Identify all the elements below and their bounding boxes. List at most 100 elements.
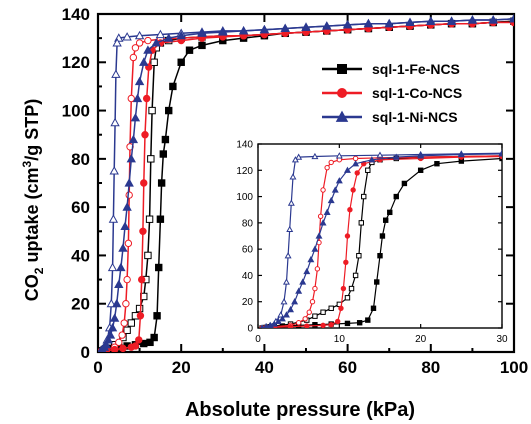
main-y-tick-label: 140 [62, 5, 90, 24]
main-sql-1-ni-ncs-adsorption-point-38 [467, 15, 478, 24]
inset-sql-1-co-ncs-adsorption-point-12 [350, 187, 356, 193]
main-sql-1-ni-ncs-desorption-point-18 [134, 30, 145, 40]
main-sql-1-ni-ncs-adsorption-point-13 [122, 202, 132, 211]
x-axis-label: Absolute pressure (kPa) [185, 399, 415, 421]
inset-sql-1-ni-ncs-desorption-point-6 [295, 153, 303, 160]
inset-sql-1-fe-ncs-adsorption-point-18 [434, 161, 440, 167]
inset-sql-1-ni-ncs-adsorption-point-15 [319, 219, 327, 226]
inset-sql-1-co-ncs-desorption-point-14 [306, 309, 312, 315]
inset-sql-1-co-ncs-desorption-point-15 [302, 316, 308, 322]
main-sql-1-ni-ncs-adsorption-point-16 [128, 134, 139, 144]
inset-y-tick-label: 40 [242, 271, 254, 282]
inset-x-tick-label: 20 [415, 334, 427, 345]
main-sql-1-fe-ncs-desorption-point-29 [127, 319, 135, 327]
inset-sql-1-ni-ncs-desorption-point-3 [376, 151, 384, 158]
inset-sql-1-ni-ncs-adsorption-point-14 [315, 232, 323, 239]
main-sql-1-ni-ncs-adsorption-point-37 [446, 16, 457, 25]
inset-sql-1-fe-ncs-desorption-point-6 [365, 167, 371, 173]
main-sql-1-co-ncs-adsorption-point-7 [136, 312, 145, 320]
main-sql-1-fe-ncs-desorption-point-24 [144, 251, 152, 260]
inset-sql-1-co-ncs-adsorption-point-2 [287, 323, 294, 328]
main-sql-1-co-ncs-desorption-point-24 [125, 191, 133, 199]
main-sql-1-fe-ncs-adsorption-point-8 [150, 333, 158, 342]
main-sql-1-ni-ncs-adsorption-point-8 [112, 298, 122, 308]
main-sql-1-co-ncs-adsorption-point-10 [140, 179, 148, 187]
main-x-tick-label: 20 [172, 358, 191, 377]
main-sql-1-co-ncs-adsorption-point-5 [131, 342, 140, 350]
inset-x-tick-label: 10 [334, 334, 346, 345]
main-sql-1-ni-ncs-adsorption-point-18 [132, 93, 143, 103]
legend-label: sql-1-Ni-NCS [372, 109, 458, 125]
inset-y-tick-label: 80 [242, 218, 254, 229]
main-sql-1-ni-ncs-adsorption-point-15 [126, 153, 136, 163]
inset-sql-1-fe-ncs-adsorption-point-12 [379, 233, 386, 239]
legend-item-sql-1-co-ncs: sql-1-Co-NCS [322, 85, 462, 101]
inset-sql-1-ni-ncs-desorption-point-10 [286, 225, 294, 233]
inset-sql-1-co-ncs-desorption-point-16 [295, 320, 302, 326]
main-sql-1-co-ncs-adsorption-point-8 [137, 275, 146, 284]
inset-sql-1-ni-ncs-desorption-point-8 [289, 173, 297, 180]
inset-sql-1-co-ncs-desorption-point-7 [324, 164, 330, 171]
main-x-tick-label: 40 [255, 358, 274, 377]
main-sql-1-ni-ncs-adsorption-point-21 [143, 45, 153, 54]
inset-sql-1-fe-ncs-desorption-point-8 [358, 220, 364, 226]
main-sql-1-co-ncs-adsorption-point-12 [142, 94, 151, 103]
inset-sql-1-fe-ncs-desorption-point-14 [328, 305, 334, 311]
main-sql-1-ni-ncs-adsorption-point-7 [109, 313, 120, 322]
main-sql-1-fe-ncs-desorption-point-22 [147, 155, 155, 163]
inset-sql-1-fe-ncs-adsorption-point-4 [312, 322, 318, 328]
inset-sql-1-co-ncs-adsorption-point-4 [320, 322, 326, 328]
inset-sql-1-ni-ncs-desorption-point-7 [291, 156, 299, 163]
inset-sql-1-fe-ncs-adsorption-point-16 [401, 180, 408, 187]
main-sql-1-co-ncs-desorption-point-19 [135, 39, 144, 47]
main-sql-1-ni-ncs-adsorption-point-9 [114, 279, 124, 288]
inset-plot-area: 0 10 20 30 0 20 40 60 80 100 120 140 [236, 140, 508, 346]
main-sql-1-fe-ncs-adsorption-point-14 [161, 135, 170, 144]
inset-sql-1-fe-ncs-desorption-point-12 [344, 295, 351, 301]
main-x-tick-label: 0 [93, 358, 102, 377]
main-y-tick-label: 100 [62, 102, 90, 121]
inset-sql-1-co-ncs-adsorption-point-9 [343, 259, 349, 265]
inset-sql-1-ni-ncs-adsorption-point-11 [303, 267, 311, 275]
inset-sql-1-ni-ncs-adsorption-point-23 [392, 153, 400, 160]
inset-y-tick-label: 140 [236, 140, 253, 151]
main-sql-1-ni-ncs-desorption-point-19 [122, 32, 132, 41]
main-x-tick-label: 60 [338, 358, 357, 377]
main-x-tick-label: 80 [421, 358, 440, 377]
inset-sql-1-ni-ncs-adsorption-point-22 [368, 156, 376, 163]
main-sql-1-ni-ncs-desorption-point-25 [108, 214, 119, 223]
legend-marker-point-0 [337, 64, 347, 74]
inset-sql-1-ni-ncs-adsorption-point-18 [331, 186, 339, 193]
inset-sql-1-co-ncs-adsorption-point-7 [338, 305, 344, 311]
main-sql-1-fe-ncs-adsorption-point-7 [146, 338, 154, 347]
main-sql-1-ni-ncs-desorption-point-17 [155, 29, 166, 39]
inset-sql-1-fe-ncs-adsorption-point-9 [370, 305, 377, 311]
main-y-tick-label: 120 [62, 53, 90, 72]
inset-sql-1-ni-ncs-adsorption-point-9 [295, 287, 303, 294]
inset-sql-1-fe-ncs-adsorption-point-7 [356, 320, 363, 326]
main-sql-1-ni-ncs-adsorption-point-28 [259, 24, 270, 34]
inset-sql-1-ni-ncs-adsorption-point-16 [323, 208, 331, 215]
inset-y-tick-label: 120 [236, 166, 253, 177]
main-sql-1-ni-ncs-adsorption-point-27 [238, 26, 249, 35]
inset-sql-1-ni-ncs-desorption-point-13 [280, 298, 288, 305]
inset-sql-1-ni-ncs-adsorption-point-0 [260, 324, 265, 328]
inset-sql-1-ni-ncs-adsorption-point-13 [311, 245, 319, 252]
main-sql-1-co-ncs-desorption-point-21 [129, 53, 138, 62]
inset-sql-1-ni-ncs-adsorption-point-21 [352, 160, 360, 167]
main-sql-1-co-ncs-adsorption-point-2 [110, 345, 119, 352]
main-sql-1-co-ncs-desorption-point-18 [144, 36, 152, 45]
main-sql-1-fe-ncs-desorption-point-21 [148, 106, 156, 115]
main-sql-1-fe-ncs-adsorption-point-13 [159, 150, 168, 158]
inset-sql-1-fe-ncs-adsorption-point-10 [374, 279, 380, 285]
main-sql-1-ni-ncs-adsorption-point-6 [107, 322, 118, 332]
inset-sql-1-fe-ncs-adsorption-point-11 [377, 253, 383, 259]
inset-sql-1-ni-ncs-adsorption-point-7 [287, 305, 295, 313]
main-sql-1-fe-ncs-desorption-point-30 [123, 326, 131, 334]
main-sql-1-ni-ncs-adsorption-point-4 [103, 335, 114, 344]
main-sql-1-ni-ncs-adsorption-point-26 [218, 27, 228, 36]
main-sql-1-ni-ncs-adsorption-point-36 [426, 16, 436, 25]
main-sql-1-co-ncs-desorption-point-28 [120, 319, 128, 327]
main-sql-1-fe-ncs-adsorption-point-18 [185, 46, 194, 54]
main-sql-1-ni-ncs-adsorption-point-20 [139, 57, 149, 66]
